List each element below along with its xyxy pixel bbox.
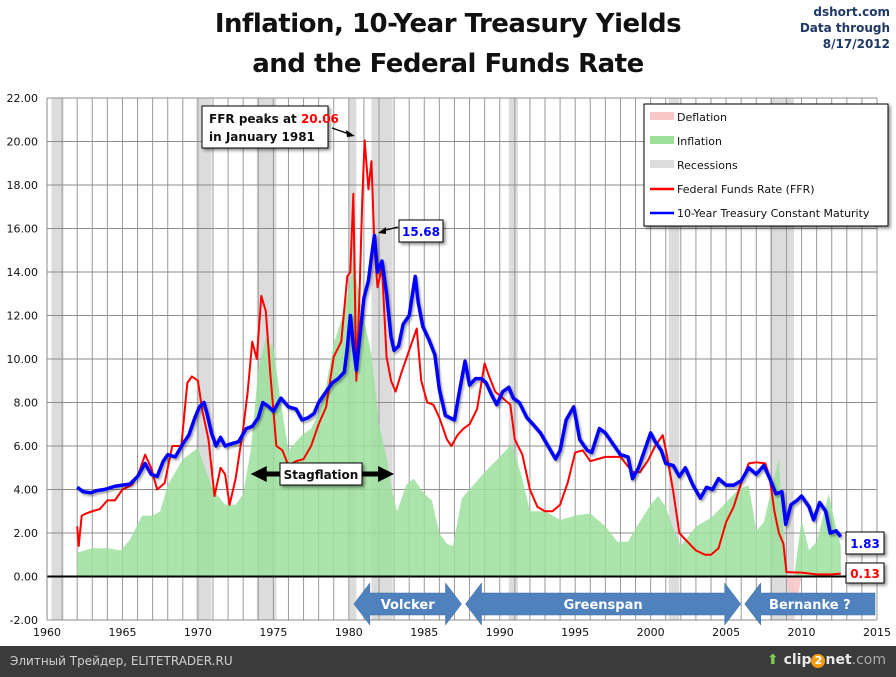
y-tick-label: 14.00 xyxy=(7,266,39,279)
x-tick-label: 2000 xyxy=(637,626,665,639)
x-tick-label: 1995 xyxy=(561,626,589,639)
era-arrow-volcker xyxy=(353,582,462,626)
y-tick-label: 16.00 xyxy=(7,223,39,236)
stagflation-arrow-head-left xyxy=(250,466,267,482)
legend-label: 10-Year Treasury Constant Maturity xyxy=(677,207,870,220)
y-tick-label: 20.00 xyxy=(7,136,39,149)
ffr-peak-text: FFR peaks at 20.06 xyxy=(209,112,339,126)
x-tick-label: 1975 xyxy=(259,626,287,639)
era-label: Volcker xyxy=(381,598,436,613)
source-data-through: Data through xyxy=(799,21,890,35)
ffr-end-callout xyxy=(845,562,885,584)
legend-label: Deflation xyxy=(677,111,727,124)
x-tick-label: 1970 xyxy=(184,626,212,639)
brand-part-4: .com xyxy=(851,652,886,668)
stagflation-arrow-head-right xyxy=(378,466,395,482)
inflation-deflation-areas xyxy=(77,261,841,620)
y-tick-label: 18.00 xyxy=(7,179,39,192)
callout-arrow-head xyxy=(346,130,355,137)
stagflation-label: Stagflation xyxy=(284,468,359,482)
inflation-area xyxy=(77,261,841,577)
treasury-end-callout xyxy=(845,531,885,555)
treasury-peak-callout xyxy=(398,219,444,243)
era-arrow-bernanke xyxy=(744,582,876,626)
upload-arrow-icon: ⬆ xyxy=(766,652,779,668)
legend-swatch-inflation xyxy=(650,136,674,144)
ffr-line xyxy=(76,139,841,576)
y-tick-label: 12.00 xyxy=(7,310,39,323)
y-tick-label: 22.00 xyxy=(7,92,39,105)
source-note: dshort.com Data through 8/17/2012 xyxy=(800,4,890,52)
legend-label: Federal Funds Rate (FFR) xyxy=(677,183,815,196)
source-site: dshort.com xyxy=(813,5,890,19)
chart-canvas: -2.00 0.00 2.00 4.00 6.00 8.00 10.00 12.00 14.00… xyxy=(7,92,892,639)
x-tick-label: 2010 xyxy=(788,626,816,639)
x-tick-label: 1985 xyxy=(410,626,438,639)
legend-swatch-recessions xyxy=(650,160,674,168)
treasury-peak-value: 15.68 xyxy=(402,225,440,239)
y-tick-label: 8.00 xyxy=(14,397,39,410)
chart-title-line-2: and the Federal Funds Rate xyxy=(252,49,644,79)
ffr-peak-callout xyxy=(201,105,329,149)
ffr-peak-date: in January 1981 xyxy=(209,130,315,144)
source-date: 8/17/2012 xyxy=(822,37,890,51)
y-tick-label: 4.00 xyxy=(14,484,39,497)
era-label: Greenspan xyxy=(564,598,643,613)
footer-bar: Элитный Трейдер, ELITETRADER.RU ⬆ clip 2 n… xyxy=(0,646,896,677)
clip2net-brand[interactable]: ⬆ clip 2 net.com xyxy=(767,652,886,668)
y-tick-label: 6.00 xyxy=(14,440,39,453)
legend-label: Inflation xyxy=(677,135,722,148)
zero-line xyxy=(46,98,877,620)
x-tick-label: 2005 xyxy=(712,626,740,639)
ffr-peak-value: 20.06 xyxy=(301,112,339,126)
x-tick-label: 1980 xyxy=(335,626,363,639)
chart-title: Inflation, 10-Year Treasury Yields and t… xyxy=(0,4,896,84)
legend-swatch-deflation xyxy=(650,112,674,120)
brand-part-1: clip xyxy=(783,652,812,668)
brand-part-3: net xyxy=(825,652,852,668)
x-tick-label: 2015 xyxy=(863,626,891,639)
annotations: FFR peaks at 20.06 in January 1981 15.68 St… xyxy=(201,105,885,584)
x-tick-label: 1990 xyxy=(486,626,514,639)
legend-box xyxy=(643,103,889,227)
stagflation-callout xyxy=(279,462,363,486)
chart-title-line-1: Inflation, 10-Year Treasury Yields xyxy=(214,9,682,39)
ffr-end-value: 0.13 xyxy=(850,567,880,581)
legend: Deflation Inflation Recessions Federal Fund… xyxy=(643,103,889,227)
ffr-peak-label: FFR peaks at xyxy=(209,112,301,126)
y-tick-label: 0.00 xyxy=(14,571,39,584)
era-arrows: Volcker Greenspan Bernanke ? xyxy=(353,582,876,626)
series-lines xyxy=(76,139,843,576)
y-tick-label: 2.00 xyxy=(14,527,39,540)
y-tick-label: 10.00 xyxy=(7,353,39,366)
x-tick-label: 1960 xyxy=(33,626,61,639)
callout-arrow-head xyxy=(378,227,386,234)
y-tick-label: -2.00 xyxy=(10,614,38,627)
axis-labels: -2.00 0.00 2.00 4.00 6.00 8.00 10.00 12.00 14.00… xyxy=(7,92,892,639)
era-arrow-greenspan xyxy=(465,582,742,626)
x-tick-label: 1965 xyxy=(108,626,136,639)
footer-watermark: Элитный Трейдер, ELITETRADER.RU xyxy=(10,654,233,668)
treasury-end-value: 1.83 xyxy=(850,537,880,551)
legend-label: Recessions xyxy=(677,159,738,172)
brand-part-2: 2 xyxy=(811,654,826,668)
era-label: Bernanke ? xyxy=(769,598,851,613)
